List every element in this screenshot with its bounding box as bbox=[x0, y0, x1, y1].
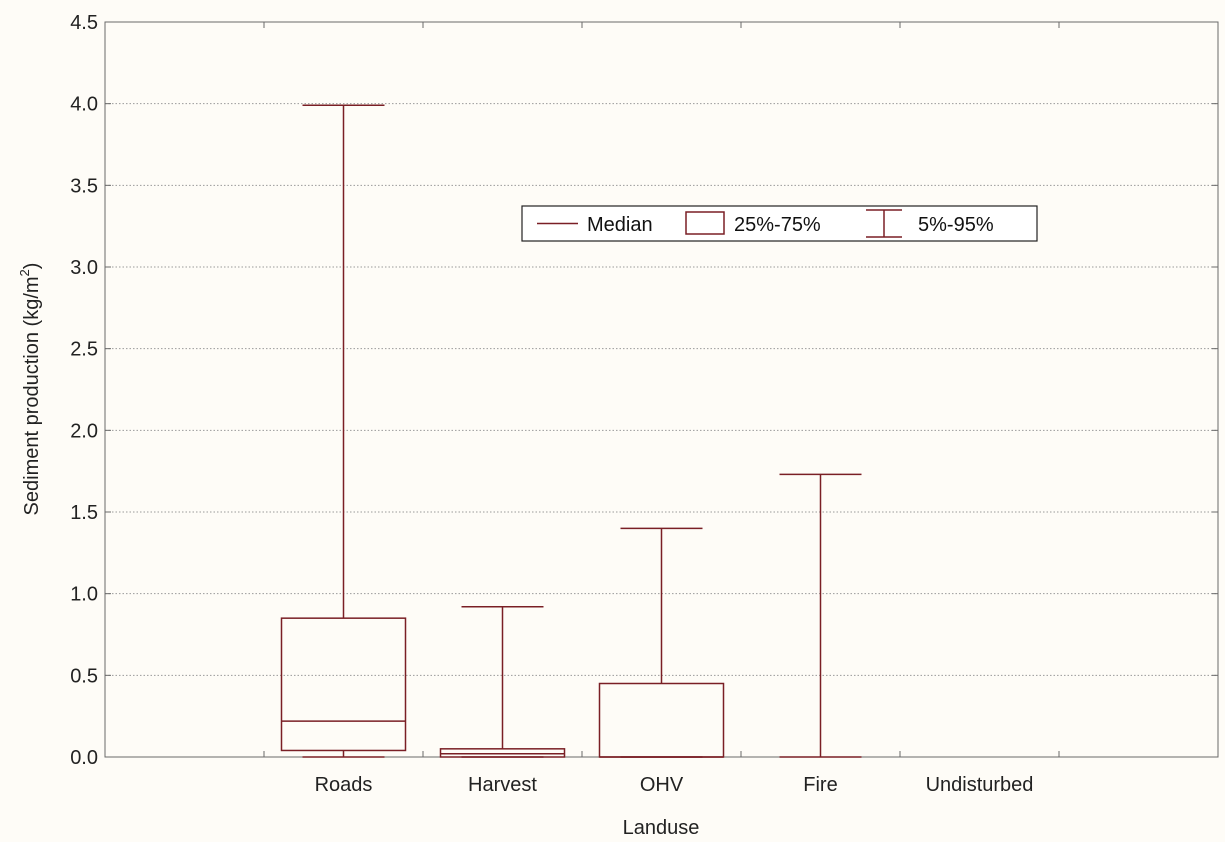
box-roads bbox=[280, 104, 407, 758]
y-tick-label: 1.5 bbox=[70, 502, 98, 524]
y-tick-label: 1.0 bbox=[70, 584, 98, 606]
legend-frame bbox=[521, 205, 1038, 242]
y-tick-label: 3.0 bbox=[70, 257, 98, 279]
y-tick-label: 2.0 bbox=[70, 420, 98, 442]
x-axis-title: Landuse bbox=[623, 817, 700, 839]
y-tick-label: 4.0 bbox=[70, 94, 98, 116]
y-axis-title: Sediment production (kg/m2) bbox=[17, 263, 43, 516]
x-tick-label: OHV bbox=[640, 774, 684, 796]
box-iqr bbox=[439, 748, 566, 758]
y-axis-title-close: ) bbox=[21, 263, 43, 270]
y-tick-label: 3.5 bbox=[70, 175, 98, 197]
y-axis-title-superscript: 2 bbox=[17, 269, 32, 276]
y-axis-title-main: Sediment production (kg/m bbox=[21, 276, 43, 515]
x-tick-label: Roads bbox=[315, 774, 373, 796]
legend-box-swatch bbox=[685, 211, 725, 235]
x-tick-label: Harvest bbox=[468, 774, 537, 796]
y-tick-label: 4.5 bbox=[70, 12, 98, 34]
box-harvest bbox=[439, 605, 566, 758]
x-tick-label: Fire bbox=[803, 774, 837, 796]
x-axis-ticks: Roads Harvest OHV Fire Undisturbed bbox=[263, 22, 1060, 796]
y-axis-ticks: 0.0 0.5 1.0 1.5 2.0 2.5 3.0 3.5 4.0 4.5 bbox=[70, 12, 1218, 769]
box-fire bbox=[779, 473, 862, 758]
box-series bbox=[280, 104, 862, 758]
x-tick-label: Undisturbed bbox=[926, 774, 1034, 796]
legend-median-label: Median bbox=[587, 214, 653, 236]
y-tick-label: 0.5 bbox=[70, 665, 98, 687]
box-iqr bbox=[280, 617, 407, 752]
y-tick-label: 2.5 bbox=[70, 339, 98, 361]
box-ohv bbox=[598, 527, 725, 758]
y-tick-label: 0.0 bbox=[70, 747, 98, 769]
gridlines bbox=[105, 103, 1218, 676]
legend-whisker-swatch bbox=[866, 209, 902, 238]
legend-whisker-label: 5%-95% bbox=[918, 214, 994, 236]
legend-box-label: 25%-75% bbox=[734, 214, 821, 236]
legend: Median 25%-75% 5%-95% bbox=[521, 205, 1038, 242]
